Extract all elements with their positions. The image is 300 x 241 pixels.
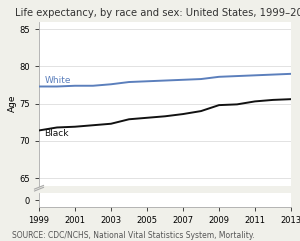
- Title: Life expectancy, by race and sex: United States, 1999–2013: Life expectancy, by race and sex: United…: [15, 8, 300, 18]
- Text: White: White: [44, 76, 71, 85]
- Text: SOURCE: CDC/NCHS, National Vital Statistics System, Mortality.: SOURCE: CDC/NCHS, National Vital Statist…: [12, 231, 255, 240]
- Text: Black: Black: [44, 129, 69, 138]
- Y-axis label: Age: Age: [8, 95, 16, 112]
